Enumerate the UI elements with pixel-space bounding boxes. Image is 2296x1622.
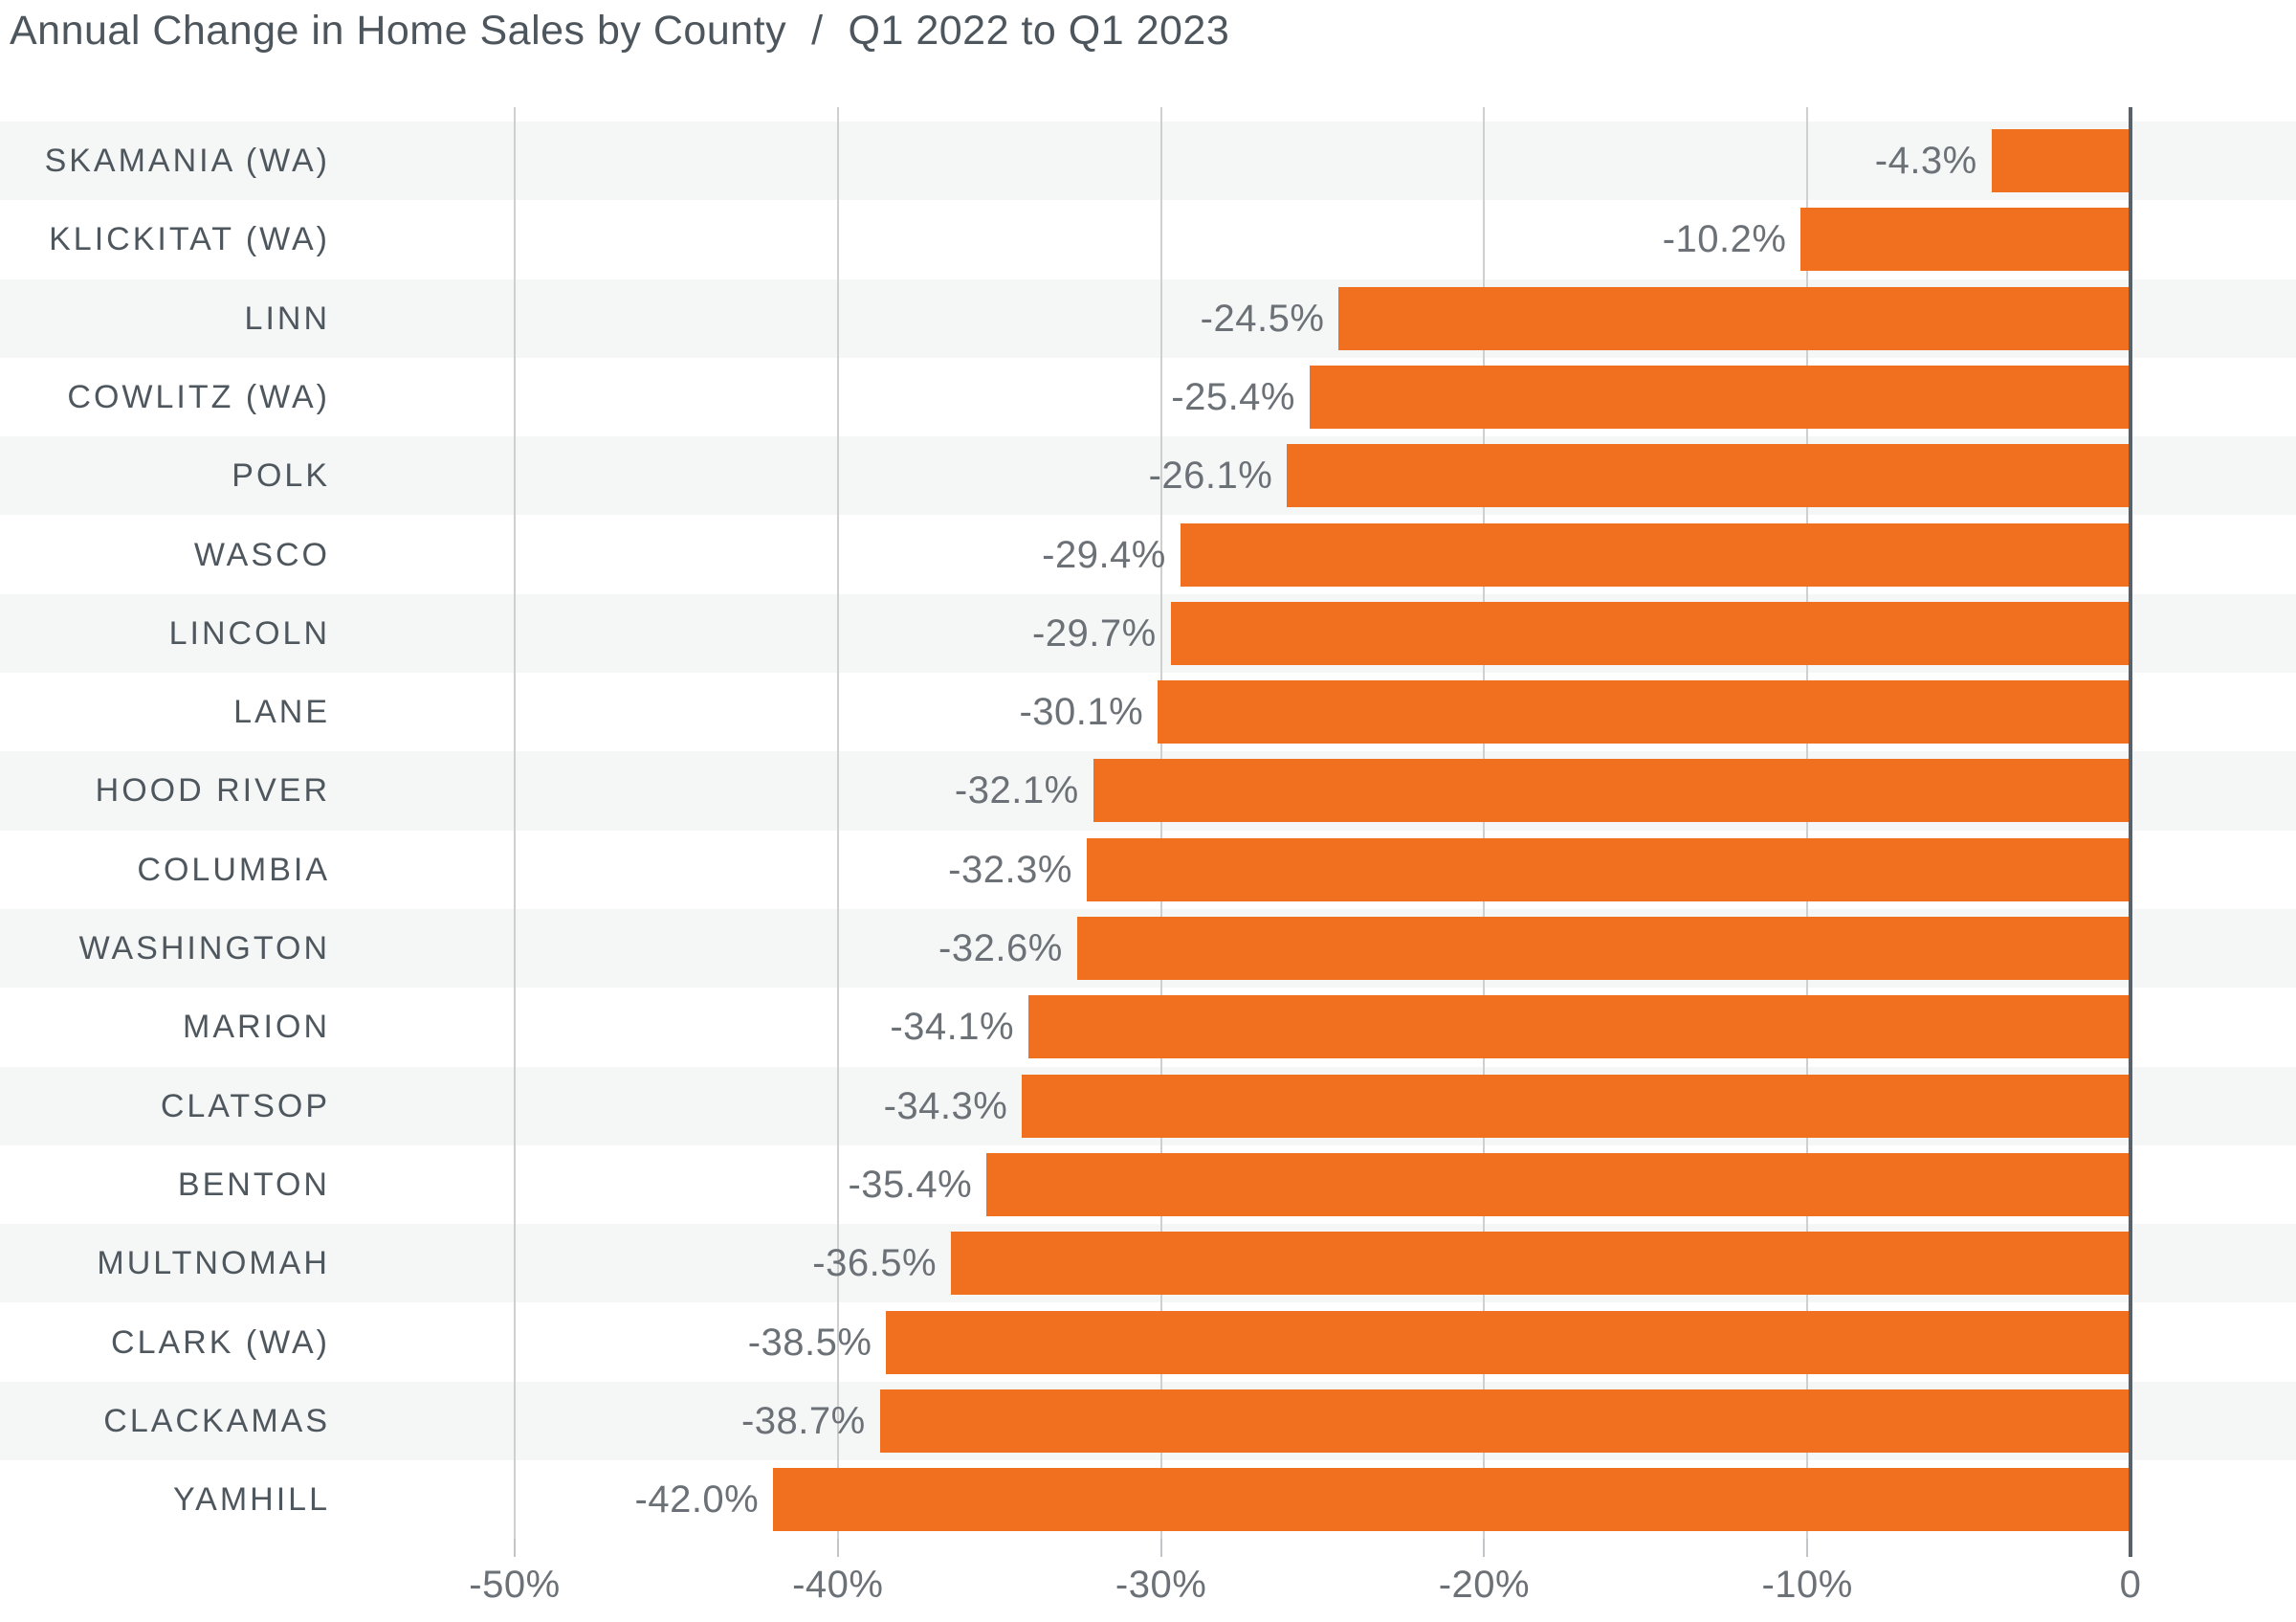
chart-title-period: Q1 2022 to Q1 2023 (848, 8, 1230, 54)
value-label: -30.1% (1019, 691, 1144, 734)
bar (1028, 995, 2130, 1059)
county-label: BENTON (177, 1166, 330, 1203)
value-label: -29.4% (1042, 533, 1166, 576)
chart-title-main: Annual Change in Home Sales by County (10, 8, 787, 54)
value-label: -32.6% (938, 927, 1063, 969)
axis-tick-label: -10% (1761, 1564, 1853, 1606)
county-label: WASCO (193, 536, 330, 573)
gridline (1806, 107, 1809, 1539)
bar (986, 1152, 2130, 1216)
bar (1076, 917, 2130, 980)
bar (1170, 601, 2130, 665)
county-label: WASHINGTON (78, 930, 330, 967)
bar (1309, 365, 2130, 429)
value-label: -38.7% (740, 1399, 866, 1442)
county-label: COLUMBIA (137, 851, 330, 888)
gridline (836, 107, 839, 1539)
county-label: COWLITZ (WA) (67, 378, 330, 415)
county-label: MULTNOMAH (97, 1245, 330, 1282)
value-label: -26.1% (1148, 455, 1273, 498)
axis-tick-label: -30% (1115, 1564, 1207, 1606)
county-label: CLATSOP (160, 1087, 330, 1124)
gridline (1483, 107, 1486, 1539)
value-label: -38.5% (747, 1321, 872, 1364)
axis-tick (514, 1539, 516, 1557)
value-label: -36.5% (812, 1242, 938, 1285)
gridline (514, 107, 516, 1539)
county-label: CLACKAMAS (103, 1402, 330, 1439)
county-label: LINN (244, 300, 330, 337)
county-label: MARION (183, 1009, 330, 1046)
value-label: -32.1% (954, 769, 1079, 812)
bar (1086, 837, 2130, 901)
value-label: -24.5% (1200, 297, 1325, 340)
bar (1093, 759, 2130, 823)
county-label: POLK (232, 457, 330, 495)
value-label: -4.3% (1874, 140, 1977, 182)
zero-axis-line (2129, 107, 2132, 1557)
bar (879, 1389, 2130, 1453)
county-label: YAMHILL (173, 1481, 330, 1519)
county-label: SKAMANIA (WA) (44, 143, 330, 179)
axis-tick (1483, 1539, 1486, 1557)
bar (1022, 1074, 2130, 1138)
bar (1158, 680, 2130, 744)
bar (1338, 286, 2130, 350)
value-label: -42.0% (634, 1478, 760, 1522)
axis-tick (1159, 1539, 1162, 1557)
value-label: -29.7% (1031, 611, 1157, 655)
axis-tick (836, 1539, 839, 1557)
county-label: KLICKITAT (WA) (49, 221, 330, 258)
value-label: -25.4% (1171, 375, 1295, 418)
value-label: -34.3% (883, 1084, 1008, 1127)
value-label: -32.3% (948, 848, 1072, 891)
axis-tick (1806, 1539, 1809, 1557)
bar (1991, 129, 2130, 192)
bar (951, 1232, 2130, 1296)
value-label: -35.4% (848, 1163, 973, 1206)
gridline (1159, 107, 1162, 1539)
bar (1287, 444, 2130, 508)
value-label: -10.2% (1662, 218, 1787, 261)
bar (773, 1468, 2130, 1532)
axis-tick-label: 0 (2119, 1564, 2142, 1606)
axis-tick-label: -40% (792, 1564, 884, 1606)
bar (1180, 522, 2130, 587)
bar (1800, 208, 2130, 272)
county-label: HOOD RIVER (95, 772, 330, 810)
axis-tick-label: -20% (1438, 1564, 1531, 1606)
row-band (0, 122, 2296, 201)
chart-title-separator: / (811, 8, 824, 54)
bar (886, 1310, 2130, 1374)
chart-title: Annual Change in Home Sales by County / Q1… (10, 8, 1229, 55)
axis-tick-label: -50% (469, 1564, 561, 1606)
county-label: LINCOLN (168, 614, 330, 652)
county-label: LANE (233, 694, 330, 731)
county-label: CLARK (WA) (111, 1323, 330, 1361)
value-label: -34.1% (890, 1006, 1015, 1049)
